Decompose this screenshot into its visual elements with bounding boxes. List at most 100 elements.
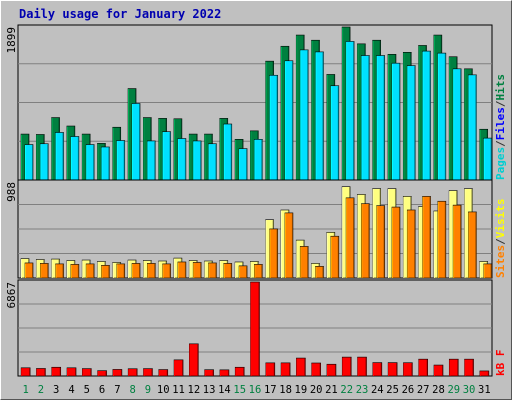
bar-kb-f-14 — [219, 369, 230, 377]
bar-kb-f-3 — [51, 366, 62, 377]
bar-files-26 — [406, 65, 416, 181]
x-tick-label-16: 16 — [249, 384, 262, 396]
y-max-label: 988 — [5, 182, 18, 202]
x-tick-label-9: 9 — [145, 384, 151, 396]
chart-title: Daily usage for January 2022 — [19, 7, 221, 21]
bar-files-16 — [254, 139, 263, 181]
x-tick-label-23: 23 — [356, 384, 369, 396]
bar-files-12 — [192, 140, 202, 181]
bar-kb-f-16 — [250, 281, 260, 377]
bar-kb-f-26 — [403, 362, 413, 377]
bar-sites-19 — [299, 246, 309, 279]
bar-kb-f-28 — [433, 364, 444, 377]
x-tick-label-6: 6 — [99, 384, 105, 396]
bar-kb-f-10 — [158, 369, 169, 377]
x-tick-label-14: 14 — [218, 384, 231, 396]
bar-kb-f-17 — [265, 362, 276, 377]
bar-files-27 — [422, 50, 431, 181]
bar-files-30 — [468, 74, 477, 181]
x-tick-label-15: 15 — [233, 384, 246, 396]
bar-sites-26 — [406, 209, 416, 279]
bar-kb-f-8 — [127, 368, 138, 377]
bar-kb-f-24 — [372, 362, 383, 377]
bar-files-14 — [223, 123, 233, 181]
bar-sites-8 — [131, 263, 141, 279]
bar-sites-25 — [391, 206, 401, 279]
bar-kb-f-19 — [296, 357, 306, 377]
bar-sites-20 — [315, 266, 324, 279]
bar-files-18 — [284, 60, 294, 181]
x-tick-label-31: 31 — [478, 384, 491, 396]
bar-sites-13 — [208, 262, 217, 279]
bar-files-19 — [299, 49, 309, 181]
bar-sites-11 — [177, 261, 187, 279]
bar-sites-24 — [376, 205, 385, 279]
legend-label-part: / — [494, 100, 507, 107]
x-tick-label-5: 5 — [84, 384, 90, 396]
bar-files-1 — [24, 144, 34, 181]
bar-sites-14 — [223, 263, 233, 279]
bar-kb-f-27 — [418, 358, 428, 377]
bar-files-2 — [39, 143, 49, 181]
bar-files-28 — [437, 52, 447, 181]
bar-kb-f-11 — [173, 359, 184, 377]
x-tick-label-30: 30 — [463, 384, 476, 396]
bar-sites-15 — [238, 265, 248, 279]
legend-label-part: F — [494, 350, 507, 357]
x-tick-label-13: 13 — [203, 384, 216, 396]
bar-files-7 — [116, 140, 126, 181]
x-tick-label-29: 29 — [447, 384, 460, 396]
bar-files-25 — [391, 62, 401, 181]
bar-sites-28 — [437, 200, 447, 279]
x-tick-label-4: 4 — [68, 384, 74, 396]
x-tick-label-28: 28 — [432, 384, 445, 396]
legend-label-part: Files — [494, 107, 507, 140]
bar-sites-22 — [345, 197, 355, 279]
bar-kb-f-21 — [326, 363, 337, 377]
legend-label-part: Pages — [494, 147, 507, 180]
x-tick-label-7: 7 — [114, 384, 120, 396]
bar-sites-29 — [452, 204, 462, 279]
x-tick-label-26: 26 — [402, 384, 415, 396]
bar-files-13 — [208, 143, 217, 181]
x-tick-label-17: 17 — [264, 384, 277, 396]
bar-kb-f-2 — [36, 368, 46, 377]
legend-label-part: Hits — [494, 74, 507, 101]
bar-files-9 — [147, 140, 156, 181]
bar-sites-12 — [192, 262, 202, 279]
bar-sites-6 — [101, 265, 110, 279]
x-tick-label-19: 19 — [295, 384, 308, 396]
bar-kb-f-12 — [189, 343, 199, 377]
bar-files-3 — [55, 132, 64, 181]
bar-kb-f-15 — [234, 366, 245, 377]
bar-sites-17 — [269, 228, 278, 279]
x-tick-label-18: 18 — [279, 384, 292, 396]
bar-kb-f-29 — [448, 358, 459, 377]
bar-files-4 — [70, 136, 80, 181]
x-tick-label-11: 11 — [172, 384, 185, 396]
x-tick-label-27: 27 — [417, 384, 430, 396]
x-tick-label-10: 10 — [157, 384, 170, 396]
bar-kb-f-9 — [143, 368, 153, 377]
bar-files-21 — [330, 85, 340, 181]
panel-legend-label: kB F — [494, 350, 507, 377]
legend-label-part: / — [494, 238, 507, 245]
bar-sites-16 — [254, 264, 263, 279]
panel-legend-label: Pages/Files/Hits — [494, 74, 507, 180]
bar-kb-f-20 — [311, 362, 321, 377]
bar-kb-f-30 — [464, 358, 474, 377]
bar-sites-7 — [116, 263, 126, 279]
x-tick-label-22: 22 — [340, 384, 353, 396]
bar-kb-f-22 — [341, 356, 352, 377]
bar-files-11 — [177, 138, 187, 181]
x-tick-label-12: 12 — [188, 384, 201, 396]
bar-sites-23 — [361, 203, 370, 279]
bar-sites-21 — [330, 235, 340, 279]
bar-kb-f-6 — [97, 370, 107, 377]
bar-kb-f-1 — [20, 367, 31, 377]
bar-sites-4 — [70, 264, 80, 279]
bar-kb-f-7 — [112, 369, 123, 377]
bar-files-5 — [85, 144, 95, 181]
bar-files-6 — [101, 146, 110, 181]
